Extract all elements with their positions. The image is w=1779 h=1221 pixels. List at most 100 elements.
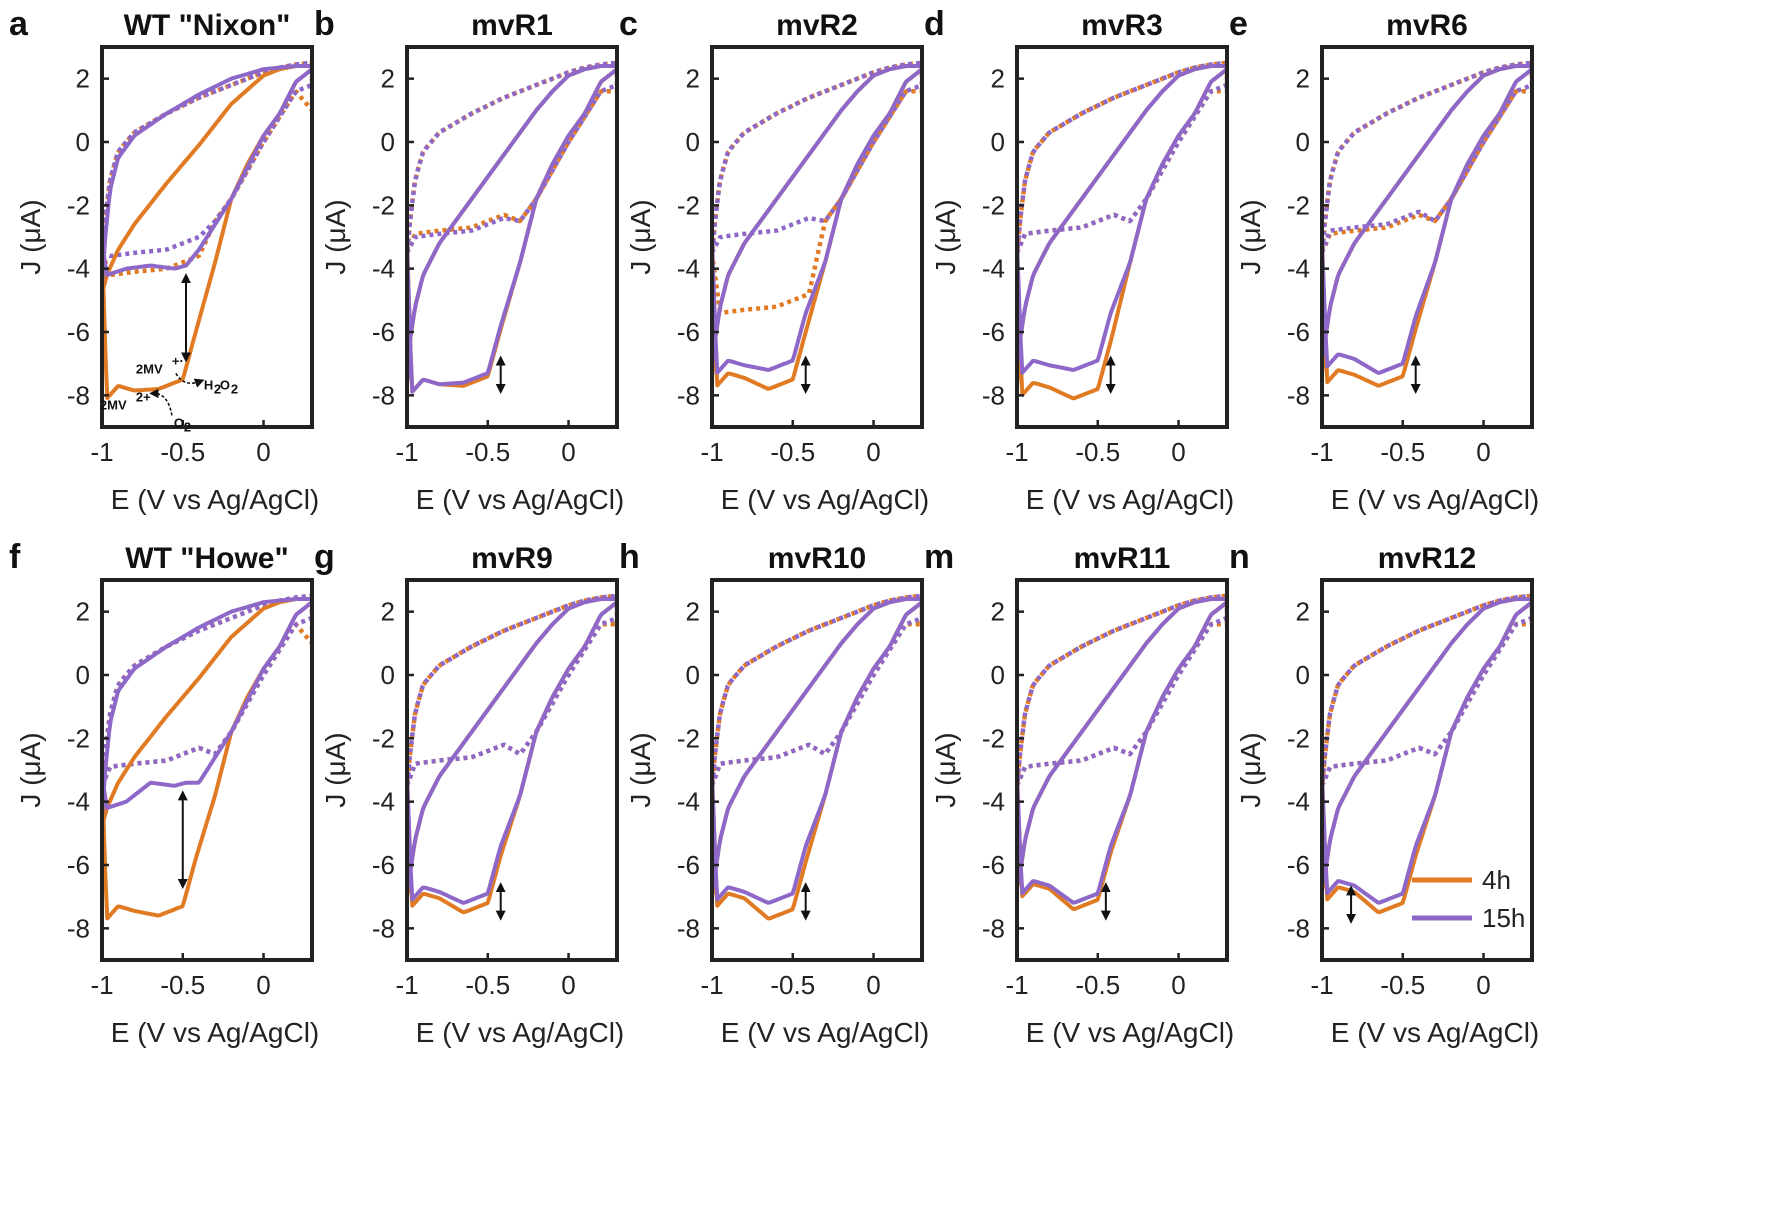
y-tick-label: -6: [1287, 850, 1310, 880]
y-tick-label: -6: [372, 317, 395, 347]
y-axis-label: J (μA): [930, 199, 961, 274]
panel-letter: e: [1229, 5, 1248, 43]
y-tick-label: -8: [982, 380, 1005, 410]
series-15h-trace: [712, 64, 922, 375]
traces: [1017, 593, 1227, 911]
traces: [407, 593, 617, 915]
x-axis-label: E (V vs Ag/AgCl): [111, 484, 320, 515]
y-tick-label: -4: [982, 254, 1005, 284]
y-tick-label: 0: [686, 660, 700, 690]
series-15h-background-trace: [712, 593, 922, 790]
traces: [1322, 60, 1532, 388]
y-tick-label: -4: [1287, 254, 1310, 284]
x-tick-label: -0.5: [1075, 970, 1120, 1000]
x-axis-label: E (V vs Ag/AgCl): [721, 1017, 930, 1048]
panel-letter: h: [619, 538, 640, 576]
y-tick-label: 2: [991, 64, 1005, 94]
scheme-mv-radical-charge: +·: [172, 353, 184, 368]
y-tick-label: -6: [982, 850, 1005, 880]
y-tick-label: -2: [982, 723, 1005, 753]
y-tick-label: 0: [991, 127, 1005, 157]
y-tick-label: -2: [67, 723, 90, 753]
plot-frame: [710, 578, 924, 962]
series-4h-background-trace: [1017, 593, 1227, 790]
panel-letter: f: [9, 538, 21, 576]
traces: [1322, 593, 1532, 914]
series-15h-trace: [1322, 64, 1532, 375]
panel-title: mvR3: [1081, 9, 1163, 42]
y-axis-label: J (μA): [15, 199, 46, 274]
x-axis-label: E (V vs Ag/AgCl): [1331, 1017, 1540, 1048]
series-15h-background-trace: [1017, 593, 1227, 790]
panel-e: 2 0 -2 -4 -6 -8-1 -0.5 0 E (V vs Ag/AgCl) J (μA) e…: [1229, 5, 1539, 515]
plot-frame: [405, 578, 619, 962]
x-tick-label: -1: [1005, 970, 1028, 1000]
series-15h-background-trace: [712, 60, 922, 257]
scheme-o2-o: O: [174, 415, 184, 430]
y-axis-label: J (μA): [15, 732, 46, 807]
series-4h-background-trace: [407, 60, 617, 257]
x-tick-label: -0.5: [770, 970, 815, 1000]
series-4h-trace: [102, 64, 312, 400]
traces: [102, 60, 312, 400]
y-tick-label: -8: [372, 380, 395, 410]
scheme-h2o2-h: H: [204, 377, 213, 392]
y-tick-label: -6: [677, 317, 700, 347]
series-4h-trace: [102, 597, 312, 921]
y-tick-label: -6: [1287, 317, 1310, 347]
y-tick-label: -4: [372, 787, 395, 817]
series-15h-trace: [1017, 597, 1227, 905]
scheme-mv-dication: 2MV: [100, 397, 127, 412]
y-tick-label: 0: [991, 660, 1005, 690]
x-tick-label: -0.5: [1380, 970, 1425, 1000]
x-tick-label: -1: [700, 437, 723, 467]
y-axis-label: J (μA): [1235, 199, 1266, 274]
y-tick-label: -2: [1287, 190, 1310, 220]
x-tick-label: -0.5: [160, 437, 205, 467]
panel-title: mvR6: [1386, 9, 1468, 42]
x-tick-label: -1: [1310, 970, 1333, 1000]
traces: [407, 60, 617, 394]
x-tick-label: -1: [700, 970, 723, 1000]
y-tick-label: -6: [67, 317, 90, 347]
x-axis-label: E (V vs Ag/AgCl): [416, 484, 625, 515]
y-axis-label: J (μA): [320, 199, 351, 274]
y-tick-label: 2: [686, 597, 700, 627]
panel-title: WT "Nixon": [124, 9, 291, 42]
y-tick-label: -8: [67, 380, 90, 410]
panel-letter: b: [314, 5, 335, 43]
x-tick-label: -0.5: [465, 437, 510, 467]
scheme-h2o2-sub1: 2: [214, 381, 221, 396]
x-tick-label: 0: [1476, 970, 1490, 1000]
x-tick-label: -0.5: [160, 970, 205, 1000]
y-tick-label: -2: [1287, 723, 1310, 753]
y-axis-label: J (μA): [625, 732, 656, 807]
series-4h-background-trace: [712, 60, 922, 315]
x-axis-label: E (V vs Ag/AgCl): [1026, 1017, 1235, 1048]
panel-letter: a: [9, 5, 29, 43]
series-15h-background-trace: [407, 593, 617, 790]
x-tick-label: -0.5: [465, 970, 510, 1000]
y-tick-label: 0: [1296, 660, 1310, 690]
y-tick-label: -4: [67, 254, 90, 284]
panel-letter: m: [924, 538, 954, 576]
series-15h-trace: [102, 597, 312, 818]
panel-m: 2 0 -2 -4 -6 -8-1 -0.5 0 E (V vs Ag/AgCl) J (μA) m…: [924, 538, 1234, 1048]
y-tick-label: -4: [372, 254, 395, 284]
series-15h-trace: [407, 64, 617, 394]
plot-frame: [405, 45, 619, 429]
series-15h-background-trace: [407, 60, 617, 257]
series-15h-background-trace: [102, 593, 312, 790]
series-15h-trace: [1017, 64, 1227, 375]
x-tick-label: -0.5: [1075, 437, 1120, 467]
x-tick-label: -1: [90, 437, 113, 467]
panel-title: mvR10: [768, 542, 866, 575]
x-axis-label: E (V vs Ag/AgCl): [1026, 484, 1235, 515]
y-tick-label: 2: [1296, 64, 1310, 94]
x-tick-label: 0: [256, 437, 270, 467]
y-tick-label: -6: [677, 850, 700, 880]
panels-layer: 20-2-4-6-8-1 -0.5 0E (V vs Ag/AgCl)J (μA)a…: [9, 5, 1539, 1048]
